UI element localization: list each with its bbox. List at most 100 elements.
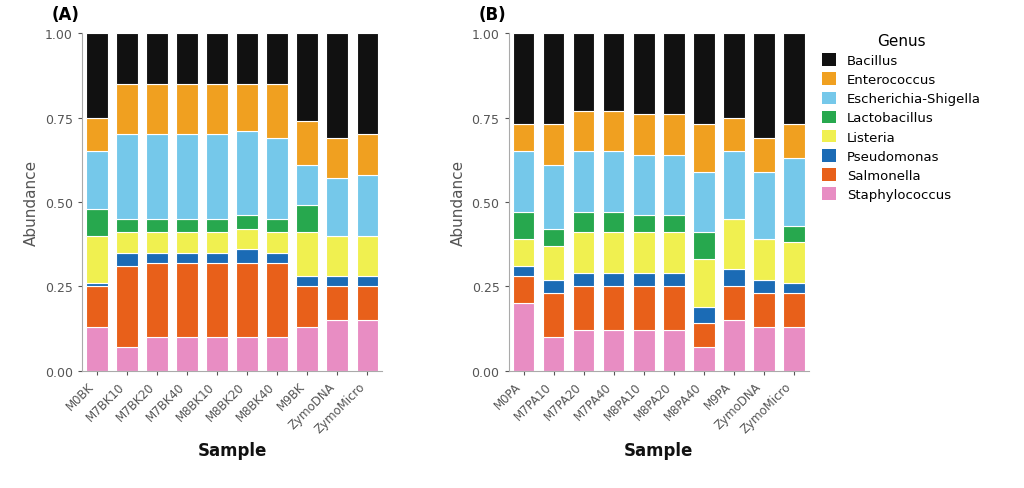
Bar [543,229,564,246]
Bar [176,337,198,371]
Bar [116,220,138,233]
Bar [753,293,775,327]
Bar [176,233,198,253]
Bar [783,293,805,327]
Bar [206,220,228,233]
Bar [206,263,228,337]
Bar [663,34,685,115]
Bar [237,337,258,371]
Bar [206,135,228,220]
Bar [603,273,625,287]
Bar [356,236,378,277]
Bar [633,216,654,233]
Bar [356,176,378,236]
Bar [266,263,288,337]
Bar [266,233,288,253]
Bar [783,34,805,125]
Bar [356,287,378,320]
Bar [693,347,715,371]
Bar [296,327,318,371]
Bar [176,220,198,233]
Bar [146,34,168,84]
Bar [663,330,685,371]
Bar [693,233,715,260]
Bar [296,122,318,165]
Bar [513,152,535,213]
Bar [296,34,318,122]
Bar [572,287,595,330]
Bar [86,119,108,152]
Bar [327,236,348,277]
Bar [572,152,595,213]
Bar [693,34,715,125]
Bar [237,85,258,132]
Bar [356,135,378,176]
Bar [266,139,288,220]
Bar [146,263,168,337]
Bar [146,337,168,371]
Bar [783,284,805,293]
X-axis label: Sample: Sample [198,441,267,459]
Bar [663,233,685,273]
Bar [176,34,198,84]
Bar [116,347,138,371]
Text: (A): (A) [52,6,80,24]
Text: (B): (B) [478,6,506,24]
Bar [86,209,108,236]
Bar [206,233,228,253]
Bar [176,253,198,263]
Bar [633,155,654,216]
Bar [513,277,535,304]
Bar [266,253,288,263]
Bar [146,85,168,135]
Bar [753,327,775,371]
Y-axis label: Abundance: Abundance [25,160,39,245]
Bar [603,213,625,233]
Bar [146,135,168,220]
Bar [86,34,108,119]
Bar [206,85,228,135]
Bar [543,165,564,229]
Bar [356,34,378,135]
Bar [663,115,685,155]
Bar [783,159,805,226]
Bar [633,330,654,371]
Bar [753,280,775,293]
Bar [633,115,654,155]
Bar [116,233,138,253]
Bar [327,34,348,139]
Bar [783,243,805,284]
Bar [266,85,288,139]
Bar [116,34,138,84]
Bar [572,213,595,233]
Bar [266,337,288,371]
Bar [723,270,744,287]
Bar [296,206,318,233]
Bar [543,337,564,371]
Bar [206,34,228,84]
Bar [572,34,595,112]
Bar [543,246,564,280]
Bar [753,139,775,172]
Bar [603,152,625,213]
Bar [86,284,108,287]
Bar [543,34,564,125]
Bar [146,220,168,233]
Bar [176,135,198,220]
Bar [266,220,288,233]
Bar [513,240,535,266]
Bar [237,132,258,216]
Bar [663,273,685,287]
Bar [663,155,685,216]
Bar [327,287,348,320]
Bar [723,287,744,320]
Bar [572,233,595,273]
Bar [723,152,744,220]
Bar [663,287,685,330]
Bar [327,320,348,371]
Bar [356,277,378,287]
Bar [176,85,198,135]
Bar [693,307,715,324]
Bar [513,34,535,125]
Bar [146,253,168,263]
